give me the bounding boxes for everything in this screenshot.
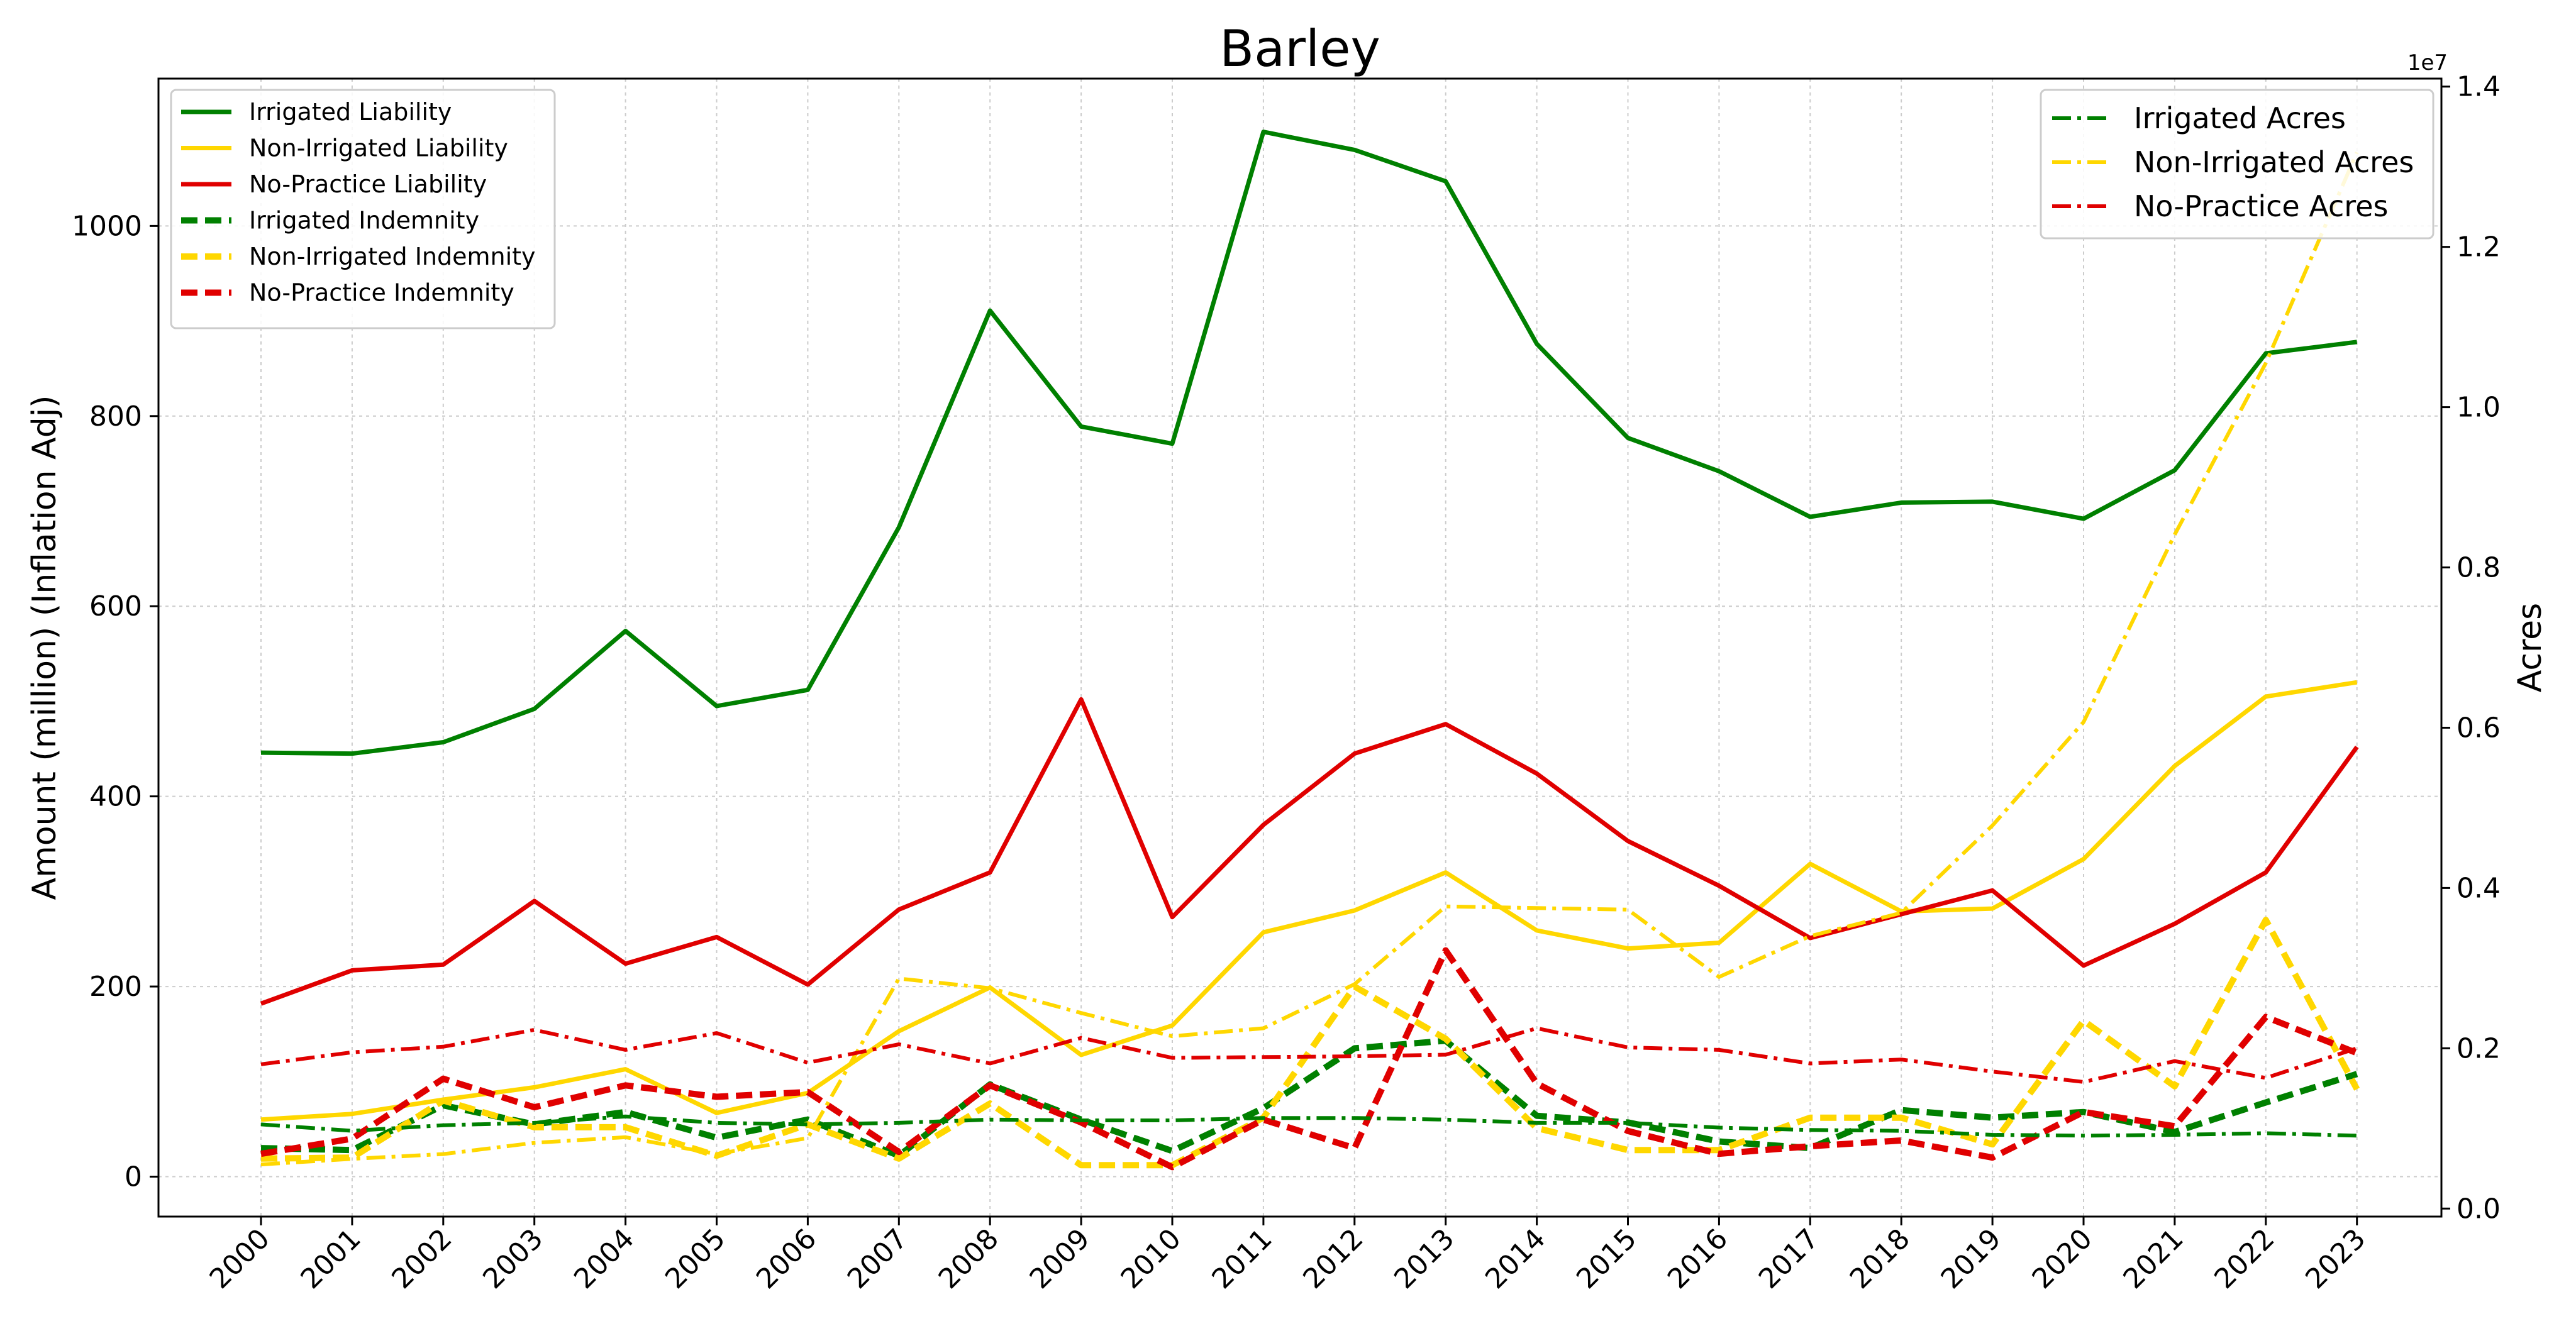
legend-left-box — [170, 89, 556, 329]
series-line-no-practice-acres — [260, 1026, 2358, 1084]
legend-item-label: Non-Irrigated Acres — [2134, 145, 2414, 179]
series-line-irrigated-liability — [260, 130, 2358, 756]
y-tick-label: 600 — [89, 590, 142, 622]
left-axis: 0 200 400 600 800 1000 — [72, 210, 158, 1193]
series-line-irrigated-indemnity — [260, 1037, 2358, 1159]
y-tick-label: 1000 — [72, 210, 142, 242]
legend-item-label: Non-Irrigated Indemnity — [249, 243, 536, 270]
legend-left: Irrigated Liability Non-Irrigated Liabili… — [170, 89, 556, 329]
y2-tick-label: 1.4 — [2457, 71, 2501, 103]
legend-right-box — [2040, 89, 2434, 240]
y-axis-label: Amount (million) (Inflation Adj) — [26, 395, 64, 900]
y-tick-label: 400 — [89, 781, 142, 813]
y2-axis-label: Acres — [2511, 603, 2549, 693]
y2-offset-label: 1e7 — [2407, 50, 2448, 75]
y2-tick-label: 0.4 — [2457, 872, 2501, 904]
y2-tick-label: 0.0 — [2457, 1193, 2501, 1225]
legend-item-label: Irrigated Liability — [249, 98, 452, 126]
series-line-no-practice-indemnity — [260, 947, 2358, 1171]
legend-item-label: No-Practice Indemnity — [249, 279, 514, 307]
legend-item-label: No-Practice Acres — [2134, 189, 2388, 223]
legend-item-label: Non-Irrigated Liability — [249, 135, 508, 162]
legend-item-label: Irrigated Indemnity — [249, 207, 479, 235]
y2-tick-label: 0.2 — [2457, 1032, 2501, 1064]
y2-tick-label: 1.2 — [2457, 231, 2501, 263]
series-line-non-irrigated-indemnity — [260, 917, 2360, 1169]
y2-tick-label: 1.0 — [2457, 392, 2501, 424]
legend-item-label: Irrigated Acres — [2134, 101, 2346, 135]
chart-title: Barley — [1219, 19, 1380, 78]
series-layer — [260, 130, 2360, 1171]
y-tick-label: 800 — [89, 400, 142, 433]
legend-right: Irrigated Acres Non-Irrigated Acres No-Pra… — [2040, 89, 2434, 240]
series-line-irrigated-acres — [260, 1114, 2357, 1138]
right-axis: 0.0 0.2 0.4 0.6 0.8 1.0 1.2 1.4 — [2441, 71, 2501, 1225]
series-line-no-practice-liability — [260, 697, 2359, 1006]
y2-tick-label: 0.8 — [2457, 552, 2501, 584]
y2-tick-label: 0.6 — [2457, 712, 2501, 744]
y-tick-label: 0 — [125, 1161, 142, 1193]
plot-frame — [157, 77, 2443, 1218]
y-tick-label: 200 — [89, 971, 142, 1003]
legend-item-label: No-Practice Liability — [249, 170, 487, 198]
